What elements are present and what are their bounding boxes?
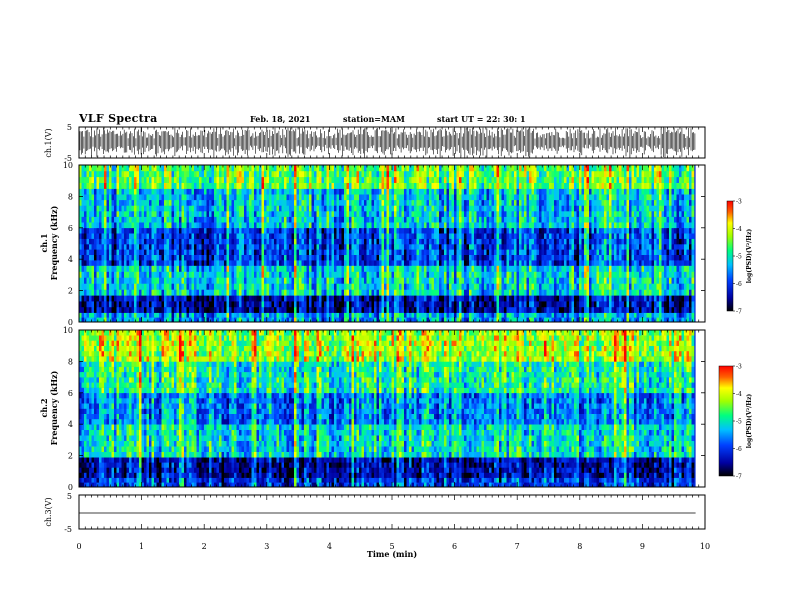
figure-title: VLF Spectra: [79, 112, 158, 125]
colorbar-tick-label: -7: [736, 474, 742, 481]
colorbar-tick-label: -4: [736, 391, 742, 398]
ch3-ytick-top: 5: [67, 492, 72, 501]
ch1-ytick-bottom: -5: [64, 154, 72, 163]
ch1-spectrogram-image: [79, 165, 705, 323]
ch1-spec-ylabel-bottom: Frequency (kHz): [49, 205, 59, 280]
ch1-spec-ylabel-top: ch.1: [39, 233, 49, 252]
colorbar-tick-label: -6: [736, 281, 742, 288]
start-time-label: start UT = 22: 30: 1: [437, 114, 526, 124]
spec2-ytick-label: 4: [68, 420, 73, 429]
ch1-colorbar-label: log(PSD)(V²/Hz): [746, 229, 753, 284]
ch1-waveform-panel: 5 -5 ch.1(V): [44, 123, 706, 163]
spec2-ytick-label: 6: [68, 389, 73, 398]
ch1-ytick-top: 5: [67, 123, 72, 132]
colorbar-tick-label: -5: [736, 254, 742, 261]
spec2-ytick-label: 2: [68, 452, 73, 461]
spec2-ytick-label: 8: [68, 357, 73, 366]
time-tick-label: 9: [640, 542, 645, 551]
time-tick-label: 8: [577, 542, 582, 551]
spec1-ytick-label: 2: [68, 287, 73, 296]
ch1-waveform-trace: [79, 127, 696, 159]
ch2-spec-ylabel-bottom: Frequency (kHz): [49, 370, 59, 445]
ch2-spectrogram-image: [79, 330, 705, 488]
ch1-colorbar: -3 -4 -5 -6 -7 log(PSD)(V²/Hz): [726, 199, 753, 316]
time-tick-label: 0: [76, 542, 81, 551]
ch2-colorbar: -3 -4 -5 -6 -7 log(PSD)(V²/Hz): [718, 364, 753, 481]
spec1-ytick-label: 8: [68, 192, 73, 201]
colorbar-tick-label: -5: [736, 419, 742, 426]
time-tick-label: 1: [139, 542, 144, 551]
time-axis-label: Time (min): [367, 549, 417, 559]
time-axis-ticks: [78, 127, 706, 529]
station-label: station=MAM: [343, 114, 405, 124]
ch1-spectrogram-panel: 0 2 4 6 8 10 ch.1 Frequency (kHz): [39, 161, 706, 327]
ch3-waveform-panel: 5 -5 ch.3(V): [44, 492, 706, 534]
colorbar-tick-label: -3: [736, 364, 742, 371]
spec1-ytick-label: 4: [68, 255, 73, 264]
time-tick-label: 10: [700, 542, 710, 551]
spec2-ytick-label: 10: [63, 326, 73, 335]
colorbar-tick-label: -7: [736, 309, 742, 316]
time-tick-label: 7: [515, 542, 520, 551]
colorbar-tick-label: -3: [736, 199, 742, 206]
spec2-ytick-label: 0: [68, 483, 73, 492]
date-label: Feb. 18, 2021: [250, 114, 311, 124]
ch1-ylabel: ch.1(V): [44, 128, 53, 157]
ch1-waveform-line: [79, 127, 696, 159]
spec1-ytick-label: 0: [68, 318, 73, 327]
time-tick-label: 3: [264, 542, 269, 551]
time-axis-tick-labels: 0 1 2 3 4 5 6 7 8 9 10: [76, 542, 710, 551]
spec1-ytick-label: 10: [63, 161, 73, 170]
time-tick-label: 5: [389, 542, 394, 551]
spec1-ytick-label: 6: [68, 224, 73, 233]
time-tick-label: 4: [327, 542, 332, 551]
ch3-ytick-bottom: -5: [64, 525, 72, 534]
time-tick-label: 6: [452, 542, 457, 551]
ch2-colorbar-label: log(PSD)(V²/Hz): [746, 394, 753, 449]
ch3-ylabel: ch.3(V): [44, 497, 53, 526]
colorbar-tick-label: -6: [736, 446, 742, 453]
ch2-spec-ylabel-top: ch.2: [39, 398, 49, 417]
time-tick-label: 2: [202, 542, 207, 551]
ch2-spectrogram-panel: 0 2 4 6 8 10 ch.2 Frequency (kHz): [39, 326, 706, 492]
colorbar-tick-label: -4: [736, 226, 742, 233]
